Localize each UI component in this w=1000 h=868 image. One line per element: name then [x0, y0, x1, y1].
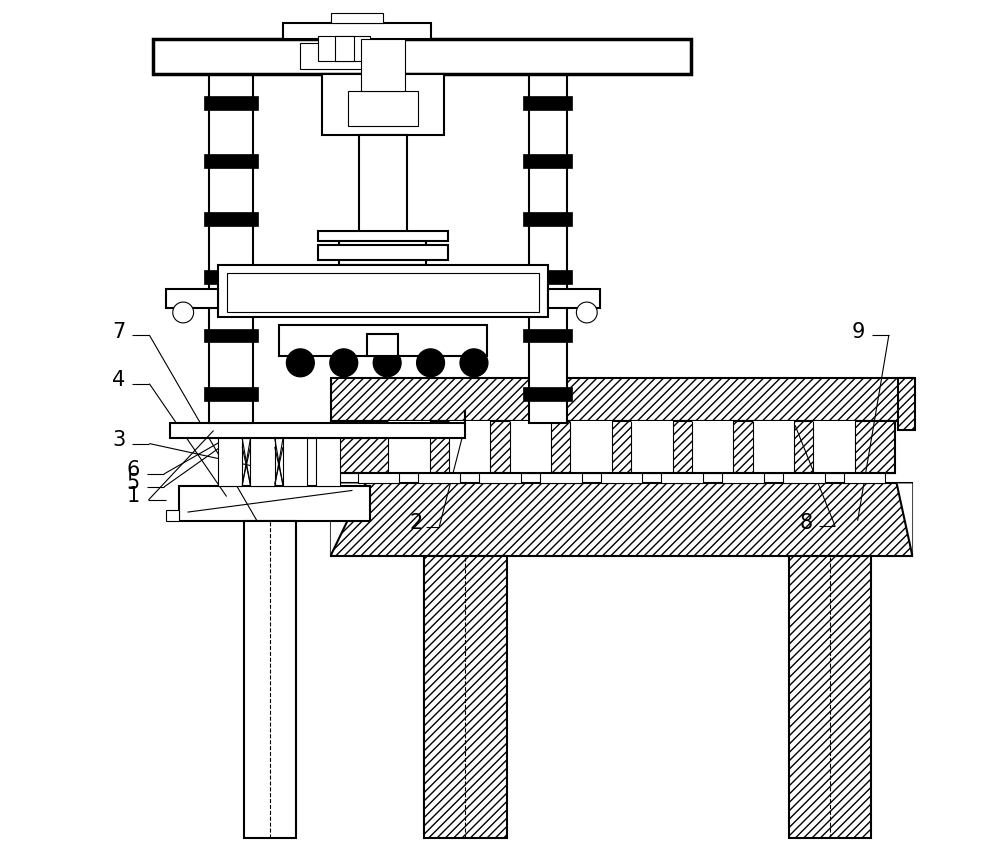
Bar: [523, 212, 572, 226]
Bar: [218, 438, 242, 486]
Bar: [300, 43, 387, 69]
Bar: [279, 326, 487, 356]
Polygon shape: [898, 378, 915, 430]
Bar: [418, 473, 460, 483]
Bar: [204, 212, 258, 226]
Bar: [204, 328, 258, 342]
Circle shape: [173, 302, 194, 323]
Bar: [348, 91, 418, 126]
Bar: [388, 421, 430, 473]
Circle shape: [460, 349, 488, 377]
Bar: [361, 39, 405, 91]
Bar: [218, 265, 548, 317]
Bar: [318, 245, 448, 260]
Bar: [523, 328, 572, 342]
Bar: [631, 421, 673, 473]
Bar: [529, 74, 567, 423]
Bar: [250, 438, 275, 486]
Text: 6: 6: [127, 460, 140, 481]
Bar: [358, 473, 399, 483]
Bar: [359, 135, 407, 234]
Bar: [722, 473, 764, 483]
Bar: [601, 473, 642, 483]
Bar: [540, 473, 582, 483]
Text: 1: 1: [127, 486, 140, 507]
Polygon shape: [331, 421, 895, 473]
Bar: [523, 95, 572, 109]
Bar: [204, 95, 258, 109]
Polygon shape: [897, 483, 912, 556]
Bar: [753, 421, 794, 473]
Bar: [548, 289, 600, 308]
Bar: [166, 289, 218, 308]
Bar: [367, 334, 398, 356]
Bar: [783, 473, 825, 483]
Bar: [331, 13, 383, 23]
Bar: [844, 473, 885, 483]
Bar: [335, 36, 354, 61]
Bar: [316, 438, 340, 486]
Circle shape: [417, 349, 444, 377]
Polygon shape: [789, 556, 871, 838]
Polygon shape: [424, 556, 507, 838]
Bar: [523, 154, 572, 168]
Circle shape: [373, 349, 401, 377]
Bar: [170, 423, 465, 438]
Polygon shape: [331, 483, 365, 556]
Text: 2: 2: [410, 513, 423, 534]
Bar: [339, 234, 426, 265]
Bar: [322, 74, 444, 135]
Bar: [692, 421, 733, 473]
Bar: [661, 473, 703, 483]
Bar: [209, 74, 253, 423]
Bar: [523, 270, 572, 285]
Circle shape: [576, 302, 597, 323]
Bar: [244, 521, 296, 838]
Text: 5: 5: [127, 473, 140, 494]
Text: 7: 7: [112, 321, 125, 342]
Bar: [479, 473, 521, 483]
Bar: [813, 421, 855, 473]
Polygon shape: [331, 378, 912, 421]
Bar: [318, 231, 448, 241]
Bar: [283, 438, 307, 486]
Text: 4: 4: [112, 370, 125, 391]
Bar: [153, 39, 691, 74]
Bar: [227, 273, 539, 312]
Bar: [204, 387, 258, 401]
Circle shape: [330, 349, 358, 377]
Polygon shape: [331, 483, 912, 556]
Bar: [204, 154, 258, 168]
Bar: [179, 486, 370, 521]
Bar: [283, 23, 431, 39]
Bar: [204, 270, 258, 285]
Circle shape: [286, 349, 314, 377]
Bar: [570, 421, 612, 473]
Bar: [523, 387, 572, 401]
Polygon shape: [166, 510, 179, 521]
Text: 9: 9: [852, 321, 865, 342]
Bar: [318, 36, 370, 61]
Bar: [449, 421, 490, 473]
Text: 3: 3: [112, 430, 125, 450]
Bar: [510, 421, 551, 473]
Text: 8: 8: [799, 512, 813, 533]
